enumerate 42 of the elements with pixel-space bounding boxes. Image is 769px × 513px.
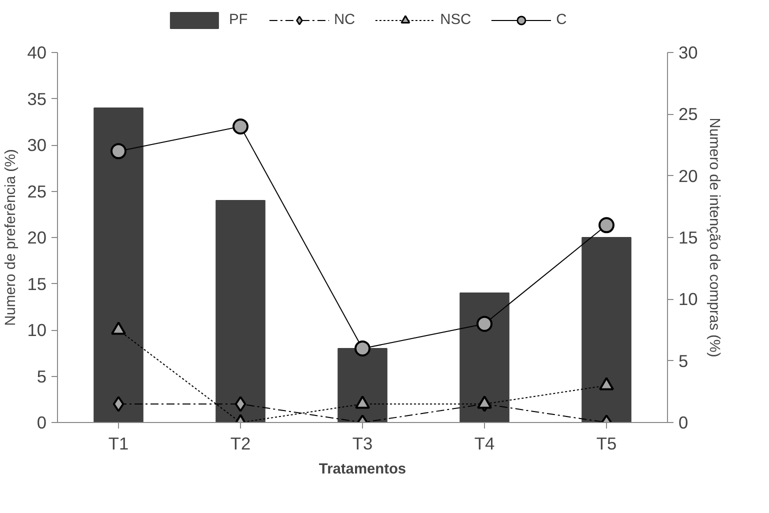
y-tick-label: 0 xyxy=(36,412,47,432)
y2-tick-label: 15 xyxy=(678,228,698,248)
legend-label: NSC xyxy=(440,12,472,28)
legend-label: C xyxy=(556,12,568,28)
legend-label: PF xyxy=(228,12,249,28)
bar xyxy=(460,292,510,422)
y-tick-label: 5 xyxy=(36,366,47,386)
y-tick-label: 25 xyxy=(27,181,47,202)
point xyxy=(598,217,614,234)
point xyxy=(355,395,370,409)
y2-tick-label: 5 xyxy=(678,350,688,371)
y2-tick-label: 20 xyxy=(678,166,698,186)
y2-axis-title: Numero de intenção de compras (%) xyxy=(706,118,722,358)
bar xyxy=(216,200,266,422)
y-tick-label: 10 xyxy=(27,320,47,340)
x-tick-label: T2 xyxy=(230,434,251,454)
legend-label: NC xyxy=(334,12,356,28)
point xyxy=(110,143,126,160)
y-tick-label: 35 xyxy=(27,88,47,109)
x-axis-title: Tratamentos xyxy=(318,462,406,478)
x-tick-label: T1 xyxy=(108,434,129,454)
point xyxy=(476,316,492,332)
y-axis-title: Numero de preferência (%) xyxy=(3,149,20,326)
y2-tick-label: 0 xyxy=(678,412,688,432)
y-tick-label: 40 xyxy=(27,42,47,62)
point xyxy=(232,118,248,134)
y2-tick-label: 25 xyxy=(678,104,698,124)
point xyxy=(477,395,492,409)
point xyxy=(354,340,370,356)
x-tick-label: T5 xyxy=(596,434,617,454)
y-tick-label: 20 xyxy=(27,228,47,248)
y-tick-label: 30 xyxy=(27,135,47,155)
point xyxy=(111,321,126,335)
point xyxy=(599,376,614,390)
y2-tick-label: 10 xyxy=(678,289,698,310)
bar xyxy=(338,348,388,422)
bar xyxy=(94,108,144,422)
x-tick-label: T3 xyxy=(352,434,373,454)
x-tick-label: T4 xyxy=(474,434,495,454)
bar xyxy=(582,237,632,422)
y-tick-label: 15 xyxy=(27,274,47,294)
y2-tick-label: 30 xyxy=(678,42,698,62)
